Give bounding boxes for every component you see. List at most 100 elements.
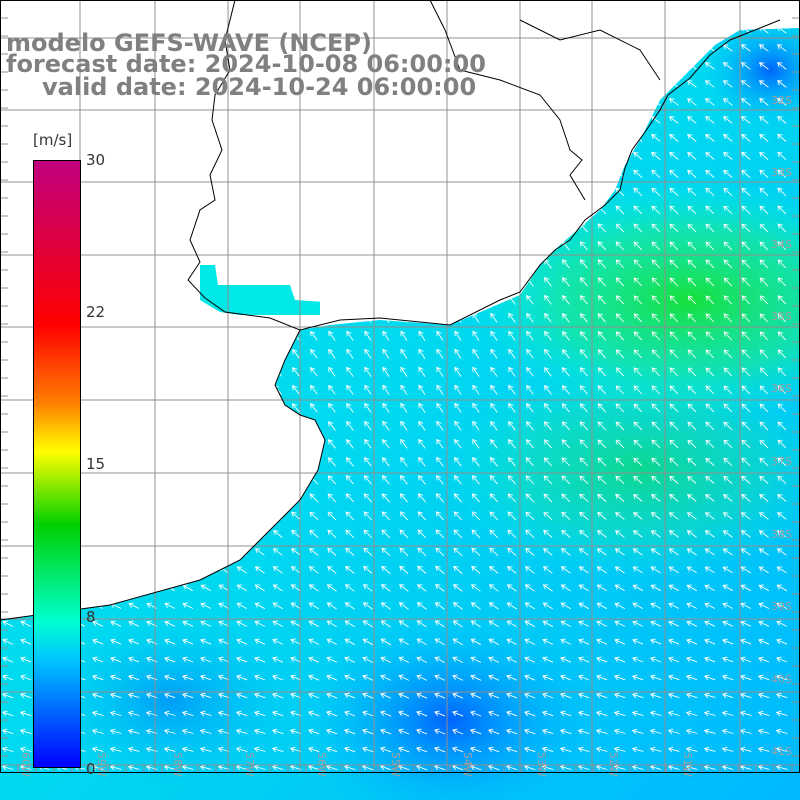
wind-arrow [508, 240, 516, 251]
wind-arrow [579, 511, 589, 520]
wind-arrow [418, 186, 426, 197]
wind-arrow [399, 547, 409, 557]
wind-arrow [21, 151, 31, 161]
wind-arrow [255, 277, 264, 287]
wind-arrow [705, 385, 715, 395]
wind-arrow [201, 349, 211, 359]
wind-arrow [344, 674, 356, 681]
wind-arrow [362, 602, 373, 610]
wind-arrow [381, 115, 390, 125]
wind-arrow [704, 620, 716, 627]
wind-arrow [615, 313, 625, 323]
wind-arrow [165, 475, 175, 484]
wind-arrow [2, 638, 14, 645]
wind-arrow [615, 439, 625, 449]
wind-arrow [597, 295, 606, 305]
wind-arrow [723, 223, 733, 233]
wind-arrow [254, 566, 265, 574]
wind-arrow [686, 512, 697, 520]
wind-arrow [111, 494, 121, 502]
wind-arrow [3, 151, 13, 161]
wind-arrow [3, 439, 13, 449]
wind-arrow [470, 656, 482, 663]
wind-arrow [182, 620, 194, 627]
wind-arrow [255, 205, 265, 215]
wind-arrow [165, 223, 175, 233]
wind-arrow [650, 620, 662, 627]
wind-arrow [164, 548, 175, 556]
wind-arrow [525, 547, 535, 556]
wind-arrow [328, 348, 336, 359]
wind-arrow [346, 330, 354, 341]
wind-arrow [633, 115, 643, 124]
wind-arrow [561, 385, 570, 395]
wind-arrow [561, 61, 571, 71]
wind-arrow [543, 241, 552, 251]
wind-arrow [651, 223, 661, 233]
wind-arrow [470, 584, 481, 592]
wind-arrow [777, 457, 787, 467]
wind-arrow [489, 475, 498, 485]
wind-arrow [129, 259, 139, 269]
wind-arrow [255, 115, 265, 125]
wind-arrow [434, 656, 446, 663]
wind-arrow [237, 277, 246, 287]
wind-arrow [614, 674, 626, 681]
wind-arrow [542, 584, 553, 592]
wind-arrow [93, 403, 103, 413]
wind-arrow [560, 584, 571, 592]
wind-arrow [597, 367, 606, 377]
wind-arrow [488, 638, 500, 646]
wind-arrow [291, 511, 301, 521]
wind-arrow [686, 620, 698, 627]
wind-arrow [21, 205, 31, 215]
wind-arrow [651, 151, 661, 160]
wind-arrow [328, 222, 336, 233]
wind-arrow [777, 62, 787, 70]
wind-arrow [687, 169, 697, 178]
wind-arrow [273, 205, 283, 215]
wind-arrow [182, 584, 194, 592]
wind-arrow [490, 240, 498, 251]
wind-arrow [650, 80, 661, 88]
wind-arrow [686, 566, 697, 574]
wind-arrow [163, 710, 176, 717]
wind-arrow [686, 80, 697, 88]
lon-label: 55W [389, 752, 402, 777]
wind-arrow [722, 80, 733, 88]
wind-arrow [490, 348, 498, 359]
wind-arrow [436, 438, 444, 449]
wind-arrow [290, 566, 301, 574]
wind-arrow [292, 277, 300, 287]
wind-arrow [741, 116, 751, 124]
wind-arrow [237, 457, 247, 467]
wind-arrow [723, 313, 733, 323]
wind-arrow [471, 529, 481, 539]
wind-arrow [723, 349, 733, 359]
wind-arrow [200, 620, 212, 627]
wind-arrow [741, 403, 751, 413]
wind-arrow [758, 656, 770, 663]
wind-arrow [111, 277, 121, 287]
wind-arrow [490, 276, 498, 287]
wind-arrow [632, 620, 644, 627]
wind-arrow [21, 403, 31, 413]
wind-arrow [595, 710, 608, 717]
wind-arrow [382, 457, 390, 467]
wind-arrow [310, 366, 318, 377]
wind-arrow [309, 133, 319, 143]
wind-arrow [523, 764, 536, 771]
lon-label: 53W [535, 752, 548, 777]
wind-arrow [633, 403, 643, 413]
wind-arrow [615, 187, 625, 197]
wind-arrow [704, 98, 715, 106]
wind-arrow [183, 475, 193, 484]
wind-arrow [650, 674, 662, 681]
wind-arrow [91, 728, 104, 735]
wind-arrow [309, 115, 319, 125]
wind-arrow [615, 457, 625, 467]
wind-arrow [525, 205, 534, 215]
wind-arrow [560, 710, 572, 717]
wind-arrow [364, 384, 372, 395]
wind-arrow [436, 330, 444, 341]
